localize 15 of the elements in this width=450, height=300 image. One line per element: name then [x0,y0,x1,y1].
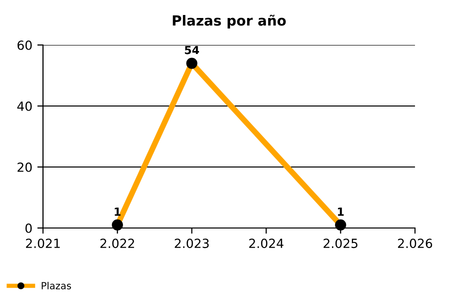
chart-title: Plazas por año [172,14,286,28]
y-tick-label: 0 [25,223,32,233]
x-tick-label: 2.022 [100,238,134,248]
y-tick-label: 60 [18,40,32,50]
y-tick-label: 40 [17,101,32,111]
data-label: 1 [338,208,344,216]
x-tick-label: 2.021 [26,238,60,248]
x-tick-label: 2.025 [324,238,358,248]
data-label: 1 [114,208,120,216]
x-tick-label: 2.024 [249,238,284,248]
y-tick-label: 20 [18,162,32,172]
x-tick-label: 2.026 [398,238,432,248]
legend-label: Plazas [42,282,72,290]
data-label: 54 [184,46,200,54]
x-tick-label: 2.023 [174,238,209,248]
